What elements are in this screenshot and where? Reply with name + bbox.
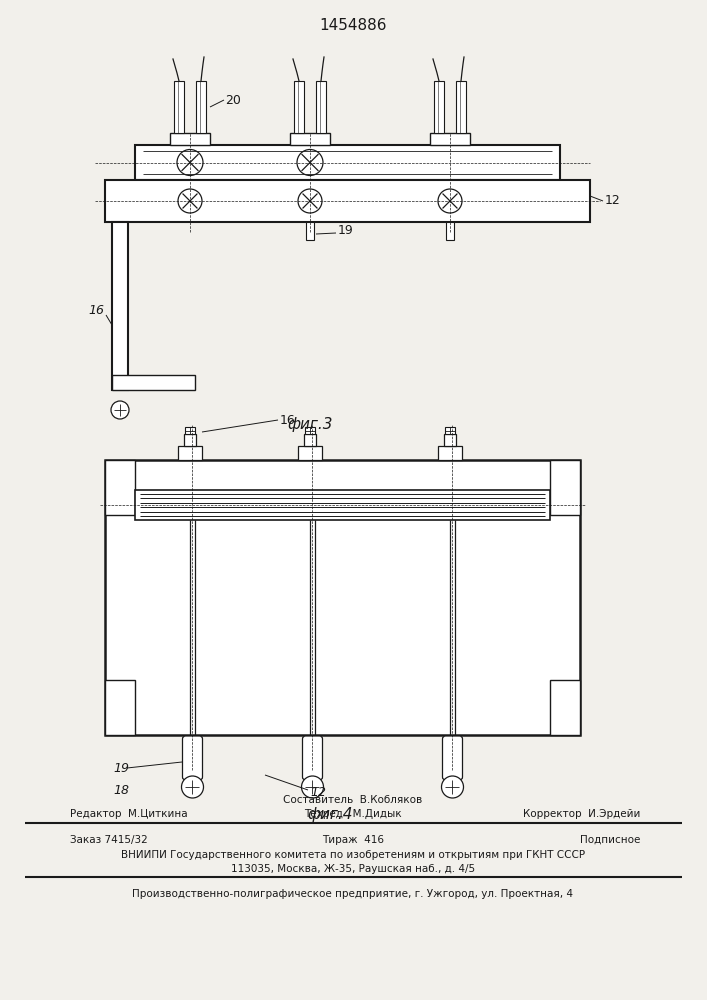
Bar: [135, 145, 560, 180]
Text: Тираж  416: Тираж 416: [322, 835, 384, 845]
Text: ВНИИПИ Государственного комитета по изобретениям и открытиям при ГКНТ СССР: ВНИИПИ Государственного комитета по изоб…: [121, 850, 585, 860]
Bar: [105, 680, 135, 735]
Text: 18: 18: [113, 784, 129, 796]
Bar: [178, 446, 202, 460]
Bar: [446, 222, 454, 240]
Circle shape: [178, 189, 202, 213]
Circle shape: [182, 776, 204, 798]
Bar: [550, 460, 580, 515]
FancyBboxPatch shape: [443, 736, 462, 780]
Bar: [445, 427, 455, 434]
Bar: [316, 81, 326, 133]
Circle shape: [438, 189, 462, 213]
Text: 20: 20: [225, 94, 241, 106]
Circle shape: [298, 189, 322, 213]
Circle shape: [441, 776, 464, 798]
Bar: [184, 434, 196, 446]
Text: Корректор  И.Эрдейи: Корректор И.Эрдейи: [522, 809, 640, 819]
Text: 19: 19: [113, 762, 129, 774]
Bar: [294, 81, 304, 133]
Bar: [306, 222, 314, 240]
Bar: [456, 81, 466, 133]
Bar: [135, 490, 550, 520]
Text: 12: 12: [310, 786, 326, 798]
Text: фиг.3: фиг.3: [287, 418, 333, 432]
Circle shape: [301, 776, 324, 798]
Bar: [444, 434, 456, 446]
Bar: [105, 460, 580, 735]
Bar: [170, 133, 210, 145]
Text: 113035, Москва, Ж-35, Раушская наб., д. 4/5: 113035, Москва, Ж-35, Раушская наб., д. …: [231, 864, 475, 874]
Bar: [112, 375, 195, 390]
Bar: [105, 180, 590, 222]
Circle shape: [297, 149, 323, 176]
Text: Составитель  В.Кобляков: Составитель В.Кобляков: [284, 795, 423, 805]
Text: 16: 16: [88, 304, 104, 316]
Text: Заказ 7415/32: Заказ 7415/32: [70, 835, 148, 845]
Bar: [305, 427, 315, 434]
Text: 16: 16: [280, 414, 296, 426]
Bar: [112, 222, 128, 390]
Bar: [174, 81, 184, 133]
Circle shape: [111, 401, 129, 419]
Text: фиг.4: фиг.4: [308, 808, 353, 822]
Bar: [196, 81, 206, 133]
Bar: [438, 446, 462, 460]
Text: 19: 19: [338, 225, 354, 237]
Text: 1454886: 1454886: [320, 17, 387, 32]
Text: Техред   М.Дидык: Техред М.Дидык: [304, 809, 402, 819]
Text: Производственно-полиграфическое предприятие, г. Ужгород, ул. Проектная, 4: Производственно-полиграфическое предприя…: [132, 889, 573, 899]
Text: Подписное: Подписное: [580, 835, 640, 845]
FancyBboxPatch shape: [182, 736, 202, 780]
Bar: [298, 446, 322, 460]
Bar: [550, 680, 580, 735]
Text: Редактор  М.Циткина: Редактор М.Циткина: [70, 809, 187, 819]
Bar: [304, 434, 316, 446]
FancyBboxPatch shape: [303, 736, 322, 780]
Bar: [430, 133, 470, 145]
Circle shape: [177, 149, 203, 176]
Bar: [105, 460, 135, 515]
Bar: [185, 427, 195, 434]
Bar: [290, 133, 330, 145]
Text: 12: 12: [605, 194, 621, 208]
Bar: [434, 81, 444, 133]
